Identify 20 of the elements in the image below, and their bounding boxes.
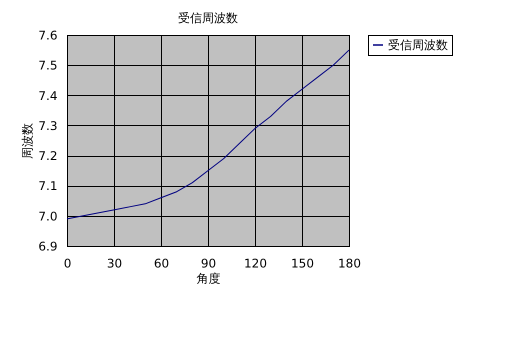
y-tick-label: 7.4 [38,88,58,103]
x-axis-title: 角度 [196,272,220,286]
y-tick-label: 7.6 [38,28,58,42]
line-series [66,50,350,220]
y-axis-title: 周波数 [20,123,34,159]
chart-title: 受信周波数 [178,11,238,25]
x-tick-label: 150 [291,256,314,270]
y-tick-label: 7.5 [38,58,58,73]
y-tick-label: 7.2 [38,149,58,164]
x-tick-label: 60 [154,256,170,270]
legend-label: 受信周波数 [388,38,448,52]
x-tick-label: 90 [200,256,216,270]
x-tick-label: 120 [244,256,267,270]
x-tick-label: 0 [64,256,72,270]
y-tick-label: 6.9 [38,240,58,254]
x-tick-label: 180 [338,256,361,270]
y-tick-label: 7.3 [38,118,58,133]
y-tick-label: 7.0 [38,209,58,224]
y-tick-label: 7.1 [38,179,58,194]
x-tick-label: 30 [106,256,122,270]
